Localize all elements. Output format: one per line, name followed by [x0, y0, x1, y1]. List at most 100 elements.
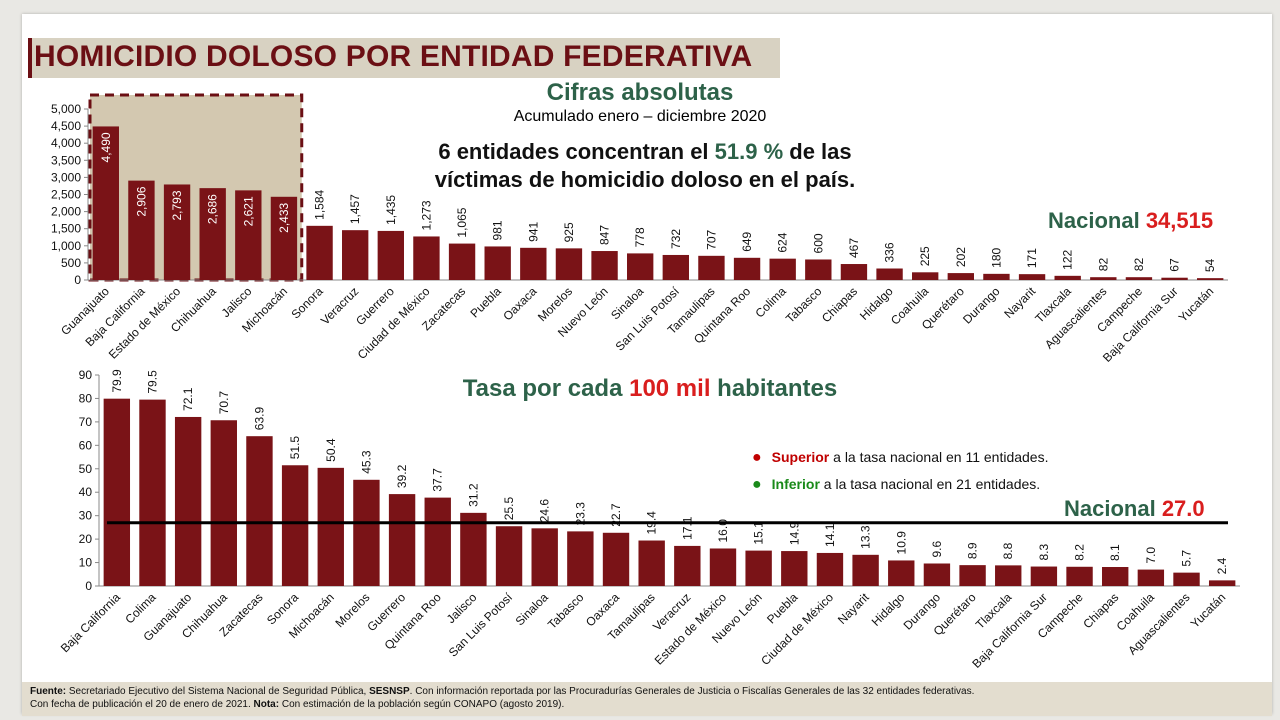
- headline-percent: 51.9 %: [714, 139, 784, 164]
- bar: [781, 551, 808, 586]
- bar: [174, 416, 202, 586]
- data-label: 1,457: [348, 194, 362, 224]
- data-label: 336: [883, 242, 897, 262]
- data-label: 51.5: [288, 436, 302, 460]
- data-label: 25.5: [502, 497, 516, 521]
- footer-line2-a: Con fecha de publicación el 20 de enero …: [30, 699, 254, 710]
- data-label: 23.3: [573, 502, 587, 526]
- data-label: 82: [1096, 258, 1110, 272]
- headline-text-a: 6 entidades concentran el: [438, 139, 715, 164]
- bar: [342, 230, 369, 280]
- data-label: 14.1: [823, 523, 837, 547]
- data-label: 225: [918, 246, 932, 266]
- bottom-subtitle-b: 100 mil: [629, 375, 711, 402]
- bar: [163, 184, 191, 280]
- category-label: Baja California: [58, 590, 123, 655]
- footer-line2-b: Con estimación de la población según CON…: [279, 699, 565, 710]
- y-tick-label: 90: [79, 368, 93, 382]
- data-label: 14.9: [787, 521, 801, 545]
- data-label: 649: [740, 231, 754, 251]
- y-tick-label: 0: [74, 273, 81, 287]
- bar: [1137, 569, 1165, 586]
- data-label: 50.4: [324, 438, 338, 462]
- bar: [745, 550, 772, 586]
- bar: [1208, 580, 1236, 586]
- y-tick-label: 3,500: [51, 153, 81, 167]
- y-tick-label: 40: [79, 485, 93, 499]
- bar: [306, 225, 333, 280]
- data-label: 941: [526, 221, 540, 241]
- category-label: Tabasco: [545, 590, 587, 632]
- y-tick-label: 0: [85, 579, 92, 593]
- data-label: 2,621: [241, 196, 255, 226]
- data-label: 467: [847, 238, 861, 258]
- y-tick-label: 50: [79, 462, 93, 476]
- bar: [852, 554, 879, 586]
- category-label: Puebla: [467, 284, 504, 321]
- bar: [888, 560, 915, 586]
- footer-sesnsp: SESNSP: [369, 686, 410, 697]
- top-chart-period: Acumulado enero – diciembre 2020: [513, 108, 767, 125]
- bar: [591, 251, 618, 280]
- bar: [520, 247, 547, 280]
- category-label: Aguascalientes: [1042, 284, 1109, 351]
- category-label: Aguascalientes: [1125, 590, 1192, 657]
- data-label: 39.2: [395, 464, 409, 488]
- footer-note-line: Con fecha de publicación el 20 de enero …: [30, 699, 564, 710]
- bar: [317, 467, 344, 586]
- note-inferior: ● Inferior a la tasa nacional en 21 entid…: [752, 476, 1040, 494]
- bar: [912, 272, 939, 280]
- bar: [627, 253, 654, 280]
- footer-nota-label: Nota:: [253, 699, 280, 710]
- red-bullet-icon: ●: [752, 449, 762, 466]
- bottom-subtitle-c: habitantes: [710, 375, 838, 402]
- bar: [235, 190, 262, 280]
- data-label: 8.2: [1073, 544, 1087, 561]
- data-label: 79.5: [145, 370, 159, 394]
- bar: [139, 399, 166, 586]
- bar: [1197, 278, 1224, 280]
- data-label: 778: [633, 227, 647, 247]
- bar: [424, 497, 451, 586]
- footer-fuente-label: Fuente:: [30, 686, 67, 697]
- data-label: 24.6: [538, 499, 552, 523]
- category-label: Chiapas: [819, 284, 860, 325]
- y-tick-label: 500: [61, 256, 81, 270]
- bar: [246, 436, 273, 586]
- data-label: 9.6: [930, 540, 944, 557]
- data-label: 202: [954, 247, 968, 267]
- data-label: 16.0: [716, 519, 730, 543]
- data-label: 70.7: [217, 391, 231, 415]
- bar: [638, 540, 665, 586]
- data-label: 31.2: [466, 483, 480, 507]
- top-national-label: Nacional: [1048, 208, 1146, 233]
- bar: [531, 528, 558, 586]
- bar: [1161, 277, 1188, 280]
- bar: [1125, 277, 1153, 280]
- data-label: 1,065: [455, 207, 469, 237]
- headline-text-b: de las víctimas de homicidio doloso en e…: [434, 139, 856, 192]
- bar: [1173, 572, 1200, 586]
- data-label: 45.3: [359, 450, 373, 474]
- data-label: 10.9: [894, 531, 908, 555]
- page-title: HOMICIDIO DOLOSO POR ENTIDAD FEDERATIVA: [34, 40, 753, 73]
- data-label: 2,433: [277, 202, 291, 232]
- data-label: 925: [562, 222, 576, 242]
- y-tick-label: 2,500: [51, 188, 81, 202]
- bar: [281, 465, 309, 586]
- category-label: Oaxaca: [500, 284, 539, 323]
- data-label: 8.3: [1037, 544, 1051, 561]
- data-label: 2.4: [1215, 557, 1229, 574]
- y-tick-label: 80: [79, 391, 93, 405]
- data-label: 67: [1168, 258, 1182, 272]
- bar: [495, 526, 523, 586]
- bar: [1090, 277, 1117, 280]
- data-label: 8.1: [1108, 544, 1122, 561]
- data-label: 2,793: [170, 190, 184, 220]
- title-band: [28, 38, 780, 78]
- category-label: San Luis Potosí: [446, 590, 516, 660]
- bar: [1054, 275, 1081, 280]
- data-label: 15.1: [752, 521, 766, 545]
- bar: [816, 552, 844, 586]
